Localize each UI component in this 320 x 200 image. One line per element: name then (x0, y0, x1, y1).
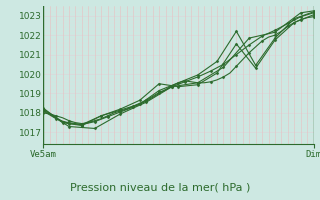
Text: Pression niveau de la mer( hPa ): Pression niveau de la mer( hPa ) (70, 183, 250, 193)
